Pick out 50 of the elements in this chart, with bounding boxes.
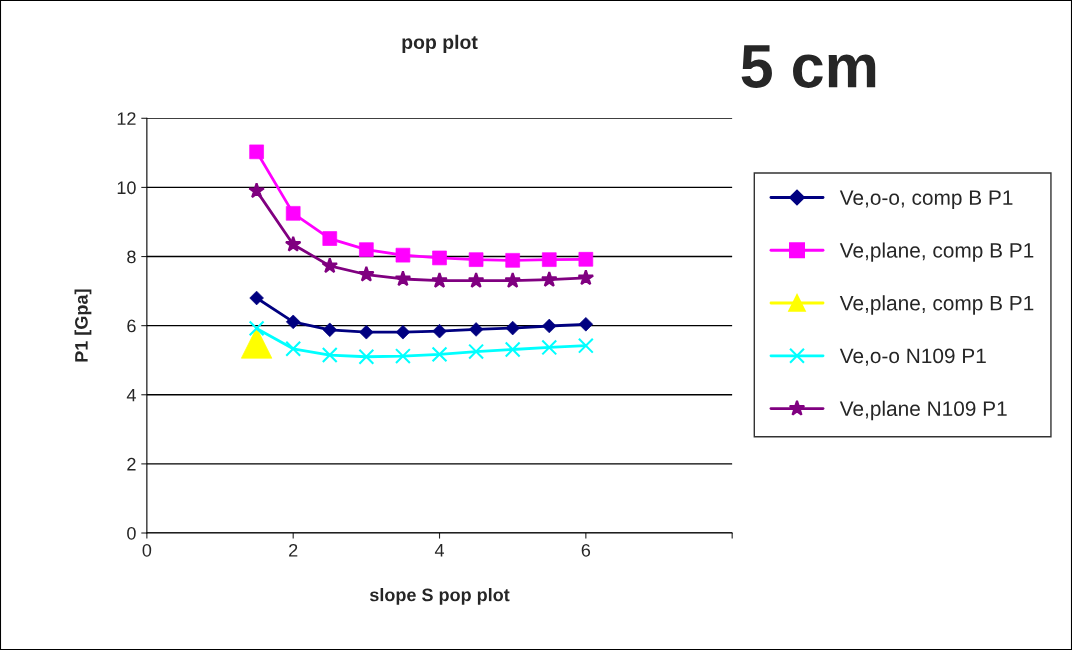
point	[240, 327, 273, 359]
y-tick-label: 6	[127, 319, 136, 333]
point	[577, 337, 594, 354]
x-tick-label: 0	[142, 543, 152, 557]
point	[541, 339, 558, 356]
legend-label: Ve,o-o N109 P1	[839, 348, 986, 366]
point	[284, 235, 302, 252]
y-tick-label: 8	[127, 250, 136, 264]
x-tick-label: 6	[581, 543, 591, 557]
x-tick-label: 2	[289, 543, 298, 557]
point	[395, 247, 411, 263]
text: 5 cm	[741, 45, 876, 88]
y-tick-label: 12	[117, 112, 136, 125]
y-tick-label: 4	[126, 388, 136, 402]
y-tick-label: 10	[117, 181, 136, 195]
point	[431, 272, 448, 288]
legend-label: Ve,plane, comp B P1	[839, 242, 1034, 262]
point	[359, 242, 374, 257]
point	[432, 323, 447, 339]
point	[542, 318, 557, 334]
x-tick-label: 4	[434, 544, 445, 557]
point	[395, 324, 411, 340]
point	[358, 348, 375, 365]
y-axis-title: P1 [Gpa]	[74, 289, 92, 362]
point	[504, 272, 521, 288]
point	[431, 346, 448, 363]
point	[394, 348, 411, 365]
point	[394, 270, 412, 287]
point	[322, 231, 338, 246]
point	[248, 320, 265, 337]
point	[248, 182, 265, 199]
point	[285, 340, 302, 357]
point	[358, 265, 375, 282]
point	[468, 343, 485, 360]
legend-label: Ve,plane, comp B P1	[839, 295, 1034, 315]
legend-label: Ve,plane N109 P1	[839, 400, 1007, 421]
legend-label: Ve,o-o, comp B P1	[839, 190, 1013, 210]
point	[505, 320, 520, 336]
point	[468, 252, 484, 267]
point	[321, 257, 339, 274]
y-tick-label: 0	[127, 526, 136, 540]
y-tick-label: 2	[127, 457, 136, 471]
point	[467, 272, 485, 288]
point	[540, 271, 558, 287]
point	[321, 347, 338, 364]
x-axis-title: slope S pop plot	[369, 588, 510, 605]
point	[577, 269, 595, 286]
chart-title: pop plot	[402, 34, 478, 53]
point	[468, 322, 484, 337]
point	[504, 341, 521, 358]
